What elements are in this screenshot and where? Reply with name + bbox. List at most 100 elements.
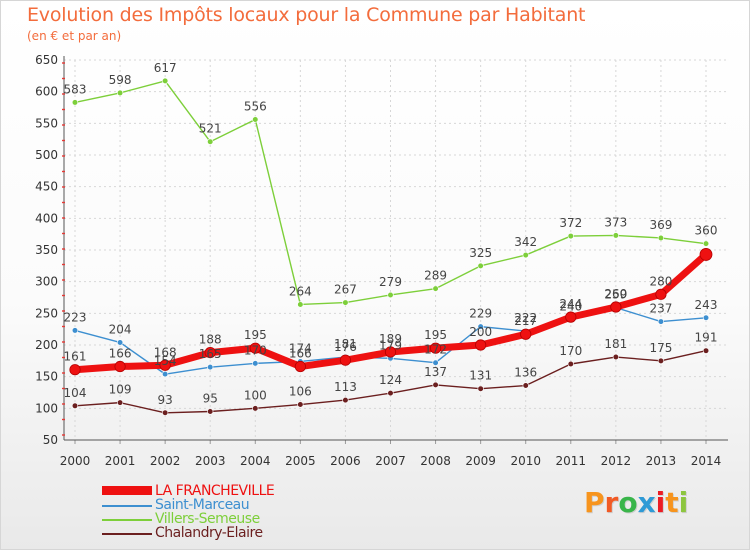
data-label: 244 [559,297,582,311]
data-point [477,385,484,392]
x-tick-label: 2012 [601,454,632,468]
data-label: 342 [514,235,537,249]
data-label: 264 [289,284,312,298]
data-point [432,285,439,292]
data-point [207,138,214,145]
data-point [475,339,487,351]
y-tick-label: 450 [35,180,58,194]
data-label: 95 [203,392,218,406]
data-label: 195 [244,328,267,342]
data-point [207,408,214,415]
data-point [702,314,710,321]
legend-label: Saint-Marceau [155,497,250,513]
logo-letter: r [604,486,619,519]
data-point [657,318,665,325]
logo-letter: t [665,486,679,519]
data-point [71,99,79,106]
data-point [252,116,259,123]
data-label: 161 [64,350,87,364]
data-point [522,382,529,389]
x-tick-label: 2006 [330,454,361,468]
data-label: 154 [154,354,177,368]
data-label: 168 [154,345,177,359]
data-label: 176 [334,340,357,354]
data-label: 229 [469,307,492,321]
data-point [159,359,171,371]
data-label: 179 [379,338,402,352]
data-label: 222 [514,311,537,325]
data-label: 521 [199,122,222,136]
data-label: 93 [158,393,173,407]
data-label: 166 [109,347,132,361]
y-tick-label: 350 [35,243,58,257]
data-point [342,299,349,306]
data-point [297,401,304,408]
data-point [116,339,124,346]
x-tick-label: 2005 [285,454,316,468]
logo-letter: i [655,486,666,519]
data-point [565,311,577,323]
y-tick-label: 550 [35,116,58,130]
data-label: 188 [199,333,222,347]
data-label: 174 [289,341,312,355]
x-tick-label: 2010 [510,454,541,468]
data-label: 137 [424,365,447,379]
data-label: 325 [469,246,492,260]
data-label: 617 [154,61,177,75]
axes: 50 100 150 200 250 300 350 400 450 500 550 600 650 20… [35,53,728,468]
data-label: 200 [469,325,492,339]
data-point [71,327,79,334]
data-point [249,342,261,354]
data-point [520,328,532,340]
data-label: 289 [424,269,447,283]
data-label: 195 [424,328,447,342]
data-point [204,346,216,359]
data-point [342,397,349,404]
y-tick-label: 400 [35,211,58,225]
data-label: 372 [559,216,582,230]
data-point [252,405,259,412]
data-point [162,409,169,416]
data-point [567,232,574,240]
y-tick-label: 500 [35,148,58,162]
data-label: 243 [695,298,718,312]
x-tick-label: 2000 [60,454,91,468]
data-point [522,251,529,259]
data-point [69,364,81,376]
data-point [207,364,214,371]
data-label: 181 [604,337,627,351]
y-tick-label: 650 [35,53,58,67]
proxiti-logo: Proxiti [584,486,688,519]
data-point [432,359,439,366]
x-tick-label: 2002 [150,454,181,468]
data-label: 360 [695,224,718,238]
data-label: 204 [109,322,132,336]
data-point [387,291,394,299]
data-point [702,347,710,354]
legend-swatch [102,533,152,535]
data-label: 170 [244,343,267,357]
y-tick-label: 250 [35,306,58,320]
data-point [71,402,79,409]
y-tick-label: 600 [35,85,58,99]
data-point [429,342,442,354]
data-label: 175 [649,341,672,355]
x-tick-label: 2014 [691,454,722,468]
data-label: 556 [244,100,267,114]
y-tick-label: 150 [35,370,58,384]
data-point [162,77,169,84]
data-label: 181 [334,337,357,351]
data-point [114,360,126,373]
data-label: 166 [289,347,312,361]
data-label: 260 [604,287,627,301]
logo-letter: P [584,486,605,519]
data-label: 189 [379,332,402,346]
data-point [162,371,169,378]
data-label: 223 [64,310,87,324]
logo-letter: o [618,486,638,519]
data-label: 124 [379,373,402,387]
data-point [384,346,397,358]
legend-swatch [102,519,152,521]
data-label: 170 [559,344,582,358]
